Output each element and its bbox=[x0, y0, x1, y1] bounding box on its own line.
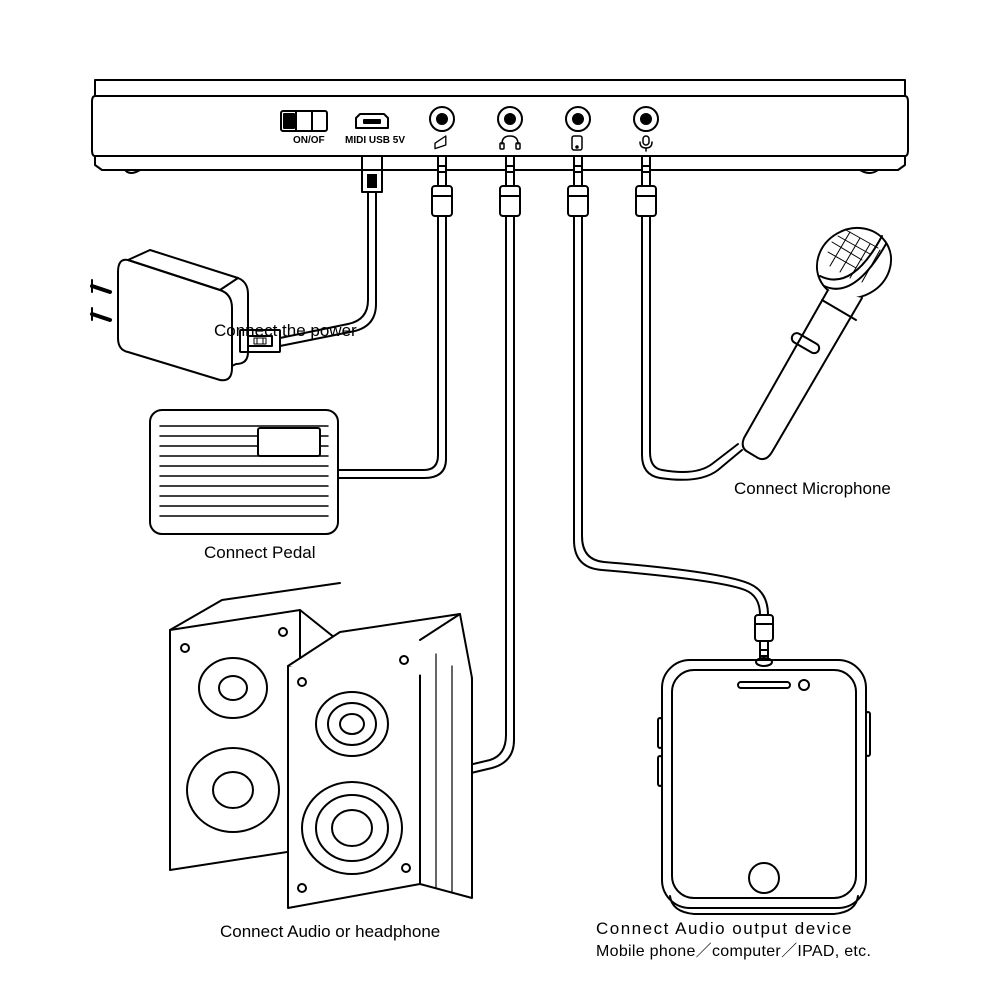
power-switch bbox=[281, 111, 327, 131]
jack-plug-pedal bbox=[338, 156, 452, 478]
mic-label: Connect Microphone bbox=[734, 478, 891, 500]
pedal-label: Connect Pedal bbox=[204, 542, 316, 564]
jack-plug-aux bbox=[568, 156, 773, 667]
device-panel bbox=[92, 80, 908, 173]
pedal bbox=[150, 410, 338, 534]
usb-label: MIDI USB 5V bbox=[345, 135, 405, 146]
power-adapter bbox=[92, 250, 248, 380]
speaker-front bbox=[288, 614, 472, 908]
jack-port-1 bbox=[430, 107, 454, 149]
diagram-canvas: ON/OF MIDI USB 5V Connect the power Conn… bbox=[0, 0, 1000, 1000]
jack-port-2 bbox=[498, 107, 522, 149]
power-label: Connect the power bbox=[214, 320, 357, 342]
jack-plug-mic bbox=[636, 156, 742, 480]
speakers-label: Connect Audio or headphone bbox=[220, 921, 440, 943]
jack-port-3 bbox=[566, 107, 590, 150]
phone-label-line1: Connect Audio output device bbox=[596, 919, 853, 938]
microphone bbox=[743, 215, 904, 460]
speakers bbox=[170, 583, 472, 908]
usb-port-icon bbox=[356, 114, 388, 128]
jack-port-4 bbox=[634, 107, 658, 151]
smartphone bbox=[658, 658, 870, 914]
phone-label: Connect Audio output device Mobile phone… bbox=[596, 918, 936, 963]
switch-label: ON/OF bbox=[293, 135, 325, 146]
phone-label-line2: Mobile phone／computer／IPAD, etc. bbox=[596, 943, 871, 960]
